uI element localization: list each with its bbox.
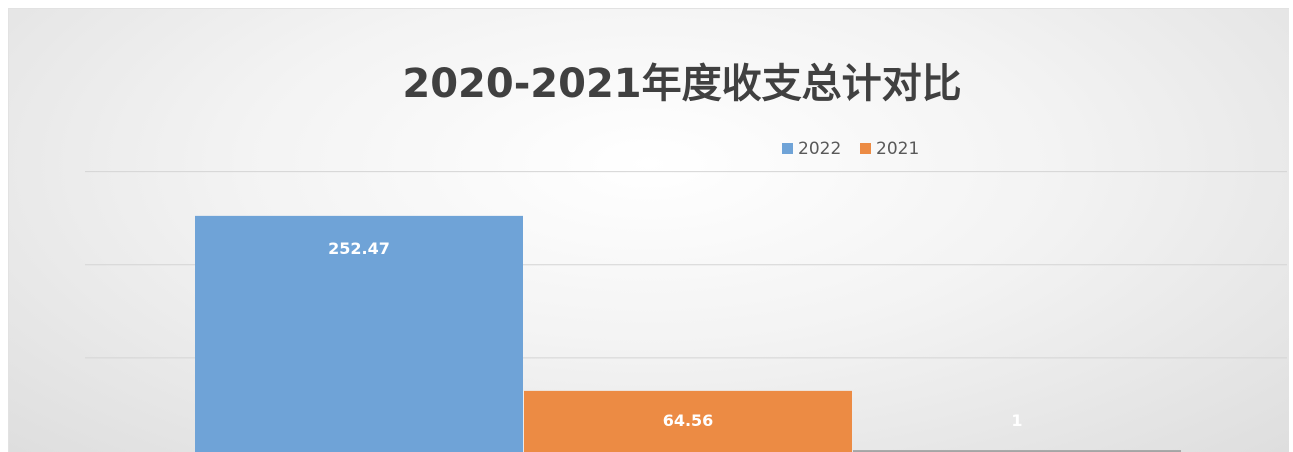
legend: 2022 2021: [782, 139, 919, 159]
data-label-1: 64.56: [663, 411, 714, 430]
legend-label-1: 2021: [876, 139, 919, 159]
bars: 252.47 64.56 1: [195, 215, 1181, 452]
legend-label-0: 2022: [798, 139, 841, 159]
bar-1: [524, 390, 852, 452]
legend-swatch-0: [782, 143, 793, 154]
legend-swatch-1: [860, 143, 871, 154]
data-label-0: 252.47: [328, 239, 390, 258]
chart-frame: 2020-2021年度收支总计对比 2022 2021 252.47 64.56 1: [8, 8, 1289, 452]
chart-title: 2020-2021年度收支总计对比: [402, 61, 961, 107]
bar-0: [195, 215, 523, 452]
data-label-2: 1: [1011, 411, 1022, 430]
chart: 2020-2021年度收支总计对比 2022 2021 252.47 64.56 1: [85, 61, 1287, 452]
